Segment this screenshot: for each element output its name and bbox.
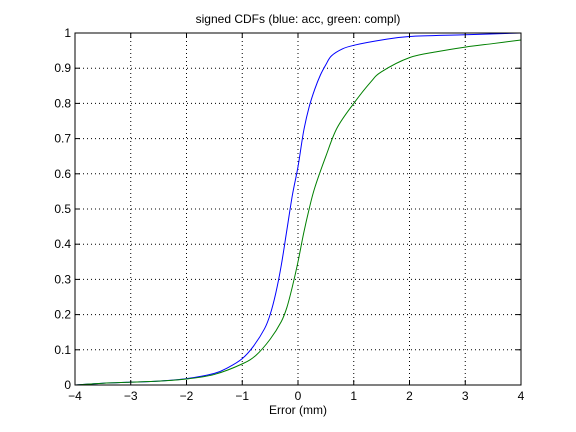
series-layer [74, 32, 522, 386]
x-tick-label: −3 [124, 389, 138, 403]
y-tick-label: 0.4 [54, 237, 71, 251]
series-line-green [74, 39, 522, 386]
y-tick-label: 0.5 [54, 202, 71, 216]
x-axis-label: Error (mm) [269, 403, 327, 417]
y-tick-label: 0.8 [54, 96, 71, 110]
x-tick-label: −4 [68, 389, 82, 403]
label-layer: −4 −3 −2 −1 0 1 2 3 4 0 0.1 0.2 0.3 0.4 0.5 0.6 0.7 0.8 0.… [54, 26, 524, 403]
x-tick-label: 3 [462, 389, 469, 403]
tick-layer [74, 32, 522, 386]
grid-layer [75, 33, 521, 385]
x-tick-label: 2 [406, 389, 413, 403]
y-tick-label: 0.7 [54, 132, 71, 146]
x-tick-label: 0 [295, 389, 302, 403]
x-tick-label: −1 [235, 389, 249, 403]
y-tick-label: 0.1 [54, 343, 71, 357]
chart-title: signed CDFs (blue: acc, green: compl) [196, 12, 401, 26]
y-tick-label: 0.2 [54, 308, 71, 322]
y-tick-label: 0.3 [54, 272, 71, 286]
y-tick-label: 0.9 [54, 61, 71, 75]
y-tick-label: 0.6 [54, 167, 71, 181]
y-tick-label: 0 [64, 378, 71, 392]
x-tick-label: 4 [518, 389, 525, 403]
series-line-blue [74, 32, 522, 386]
x-tick-label: −2 [180, 389, 194, 403]
x-tick-label: 1 [350, 389, 357, 403]
y-tick-label: 1 [64, 26, 71, 40]
